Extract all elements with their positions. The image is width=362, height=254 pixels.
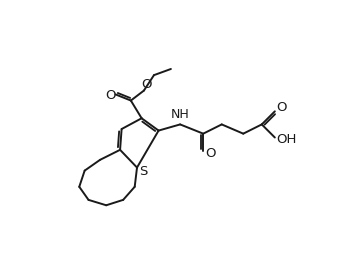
Text: NH: NH <box>171 108 190 121</box>
Text: S: S <box>139 165 147 178</box>
Text: O: O <box>205 147 215 160</box>
Text: OH: OH <box>276 133 296 146</box>
Text: O: O <box>106 89 116 102</box>
Text: O: O <box>141 78 152 91</box>
Text: O: O <box>276 101 286 114</box>
